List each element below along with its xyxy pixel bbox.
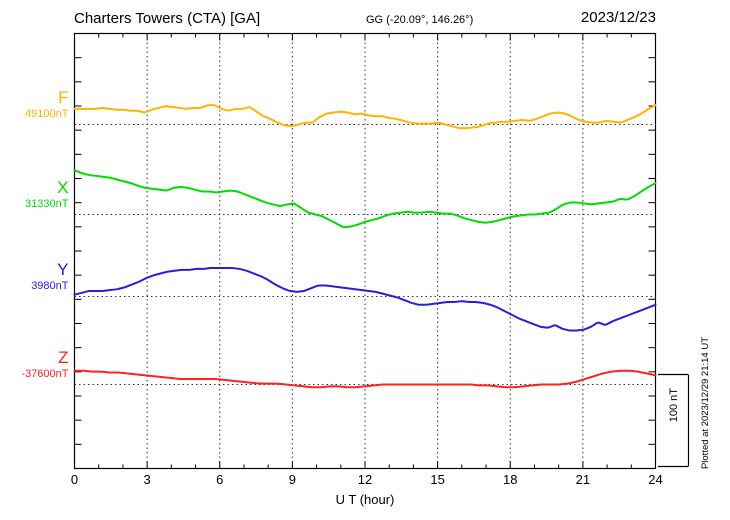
x-tick-label-6: 6	[216, 472, 224, 487]
trace-label-x: X 31330nT	[25, 179, 68, 210]
grid-lines	[146, 33, 584, 469]
data-traces	[73, 104, 657, 389]
x-tick-label-0: 0	[70, 472, 79, 487]
trace-baseline-f: 49100nT	[25, 107, 69, 120]
trace-label-z: Z -37600nT	[21, 349, 68, 380]
x-axis-title: U T (hour)	[335, 492, 395, 507]
trace-symbol-y: Y	[57, 259, 69, 279]
x-tick-label-24: 24	[648, 472, 663, 487]
trace-label-y: Y 3980nT	[31, 261, 68, 292]
trace-symbol-z: Z	[58, 347, 69, 367]
page-title: Charters Towers (CTA) [GA]	[74, 10, 261, 27]
trace-symbol-f: F	[58, 87, 69, 107]
trace-symbol-x: X	[57, 177, 69, 197]
x-axis-ticks	[74, 33, 656, 469]
trace-baseline-y: 3980nT	[31, 279, 69, 292]
trace-baseline-z: -37600nT	[21, 367, 69, 380]
scale-bar	[658, 373, 690, 468]
x-tick-label-9: 9	[288, 472, 296, 487]
trace-label-f: F 49100nT	[25, 89, 68, 120]
x-tick-label-15: 15	[430, 472, 445, 487]
observation-date: 2023/12/23	[580, 9, 656, 26]
geographic-coordinates: GG (-20.09°, 146.26°)	[366, 14, 474, 26]
x-tick-label-12: 12	[357, 472, 373, 487]
scale-bar-label: 100 nT	[668, 388, 680, 423]
x-tick-label-18: 18	[503, 472, 518, 487]
x-tick-label-21: 21	[575, 472, 591, 487]
x-tick-label-3: 3	[143, 472, 151, 487]
trace-baseline-x: 31330nT	[25, 197, 69, 210]
plotted-at-timestamp: Plotted at 2023/12/29 21:14 UT	[700, 337, 711, 470]
